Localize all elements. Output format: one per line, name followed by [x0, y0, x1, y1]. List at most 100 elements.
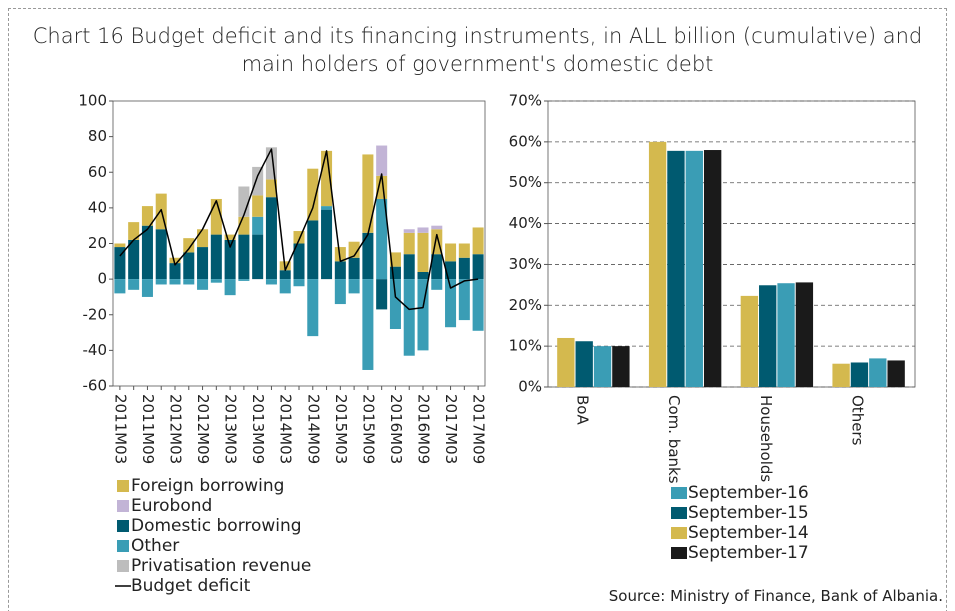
bar [376, 175, 388, 199]
x-tick-label: BoA [573, 395, 591, 425]
bar [417, 227, 429, 233]
bar [279, 279, 291, 294]
bar [334, 247, 346, 262]
y-tick-label: 20 [88, 234, 107, 252]
legend-swatch [671, 487, 687, 499]
bar [777, 283, 795, 387]
bar [334, 279, 346, 305]
bar [376, 279, 388, 310]
plot-frame [547, 100, 916, 388]
bar [667, 150, 685, 387]
x-tick-label: 2012M09 [194, 394, 212, 464]
bar [128, 239, 140, 280]
y-tick-label: 10% [509, 337, 542, 355]
bar [403, 279, 415, 356]
bar [114, 279, 126, 294]
bar [279, 270, 291, 280]
bar [224, 239, 236, 280]
bar [224, 234, 236, 240]
legend-swatch [671, 547, 687, 559]
y-tick-label: 80 [88, 127, 107, 145]
bar [362, 154, 374, 233]
legend-label: Privatisation revenue [131, 556, 311, 576]
legend-label: Domestic borrowing [131, 516, 302, 536]
bar [321, 206, 333, 210]
bar [197, 247, 209, 280]
bar [648, 141, 667, 387]
bar [183, 279, 195, 285]
bar [307, 279, 319, 337]
bar [224, 279, 236, 296]
bar [795, 282, 814, 387]
bar [265, 197, 277, 280]
y-tick-label: 70% [509, 92, 542, 110]
bar [210, 198, 222, 235]
y-tick-label: 40% [509, 214, 542, 232]
bar [348, 279, 360, 294]
bar [238, 279, 250, 281]
legend-label: September-15 [688, 503, 809, 523]
bar [458, 257, 470, 280]
bar [252, 166, 264, 196]
legend-swatch [117, 500, 129, 512]
x-tick-label: 2015M09 [359, 394, 377, 464]
legend-label: September-14 [688, 523, 809, 543]
x-tick-label: 2013M09 [249, 394, 267, 464]
legend-swatch [117, 480, 129, 492]
legend-label: September-16 [688, 483, 809, 503]
bar [128, 222, 140, 240]
bar [252, 195, 264, 217]
bar [197, 229, 209, 248]
bar [238, 234, 250, 280]
y-tick-label: -40 [83, 341, 108, 359]
bar [114, 243, 126, 248]
legend-swatch [671, 527, 687, 539]
x-tick-label: 2017M09 [470, 394, 488, 464]
y-tick-label: 20% [509, 296, 542, 314]
x-tick-label: 2014M09 [304, 394, 322, 464]
bar [293, 231, 305, 244]
bar [458, 243, 470, 258]
bar [141, 279, 153, 297]
bar [210, 234, 222, 280]
bar [210, 279, 222, 283]
bar [417, 279, 429, 351]
bar [458, 279, 470, 321]
legend-label: Budget deficit [131, 576, 251, 596]
bar [389, 279, 401, 329]
bar [431, 254, 443, 280]
bar [832, 363, 850, 387]
bar [169, 257, 181, 264]
bar [472, 227, 484, 255]
bar [612, 346, 630, 387]
bar [169, 263, 181, 280]
x-tick-label: 2015M03 [332, 394, 350, 464]
bar [417, 272, 429, 280]
source: Source: Ministry of Finance, Bank of Alb… [608, 587, 943, 605]
bar [472, 254, 484, 280]
bar [265, 147, 277, 180]
frame [8, 8, 947, 611]
bar [128, 279, 140, 290]
bar [183, 252, 195, 280]
bar [850, 362, 869, 387]
bar [431, 279, 443, 290]
y-tick-label: -60 [83, 377, 108, 395]
y-tick-label: 60% [509, 132, 542, 150]
bar [417, 232, 429, 272]
x-tick-label: 2014M03 [277, 394, 295, 464]
x-tick-label: 2012M03 [167, 394, 185, 464]
bar [593, 346, 612, 387]
bar [557, 337, 575, 387]
line [119, 148, 479, 311]
bar [376, 145, 388, 176]
bar [445, 243, 457, 262]
bar [575, 341, 593, 387]
y-tick-label: 0% [518, 378, 542, 396]
x-tick-label: Others [849, 395, 867, 446]
bar [431, 229, 443, 255]
bar [389, 252, 401, 267]
x-tick-label: 2013M03 [222, 394, 240, 464]
